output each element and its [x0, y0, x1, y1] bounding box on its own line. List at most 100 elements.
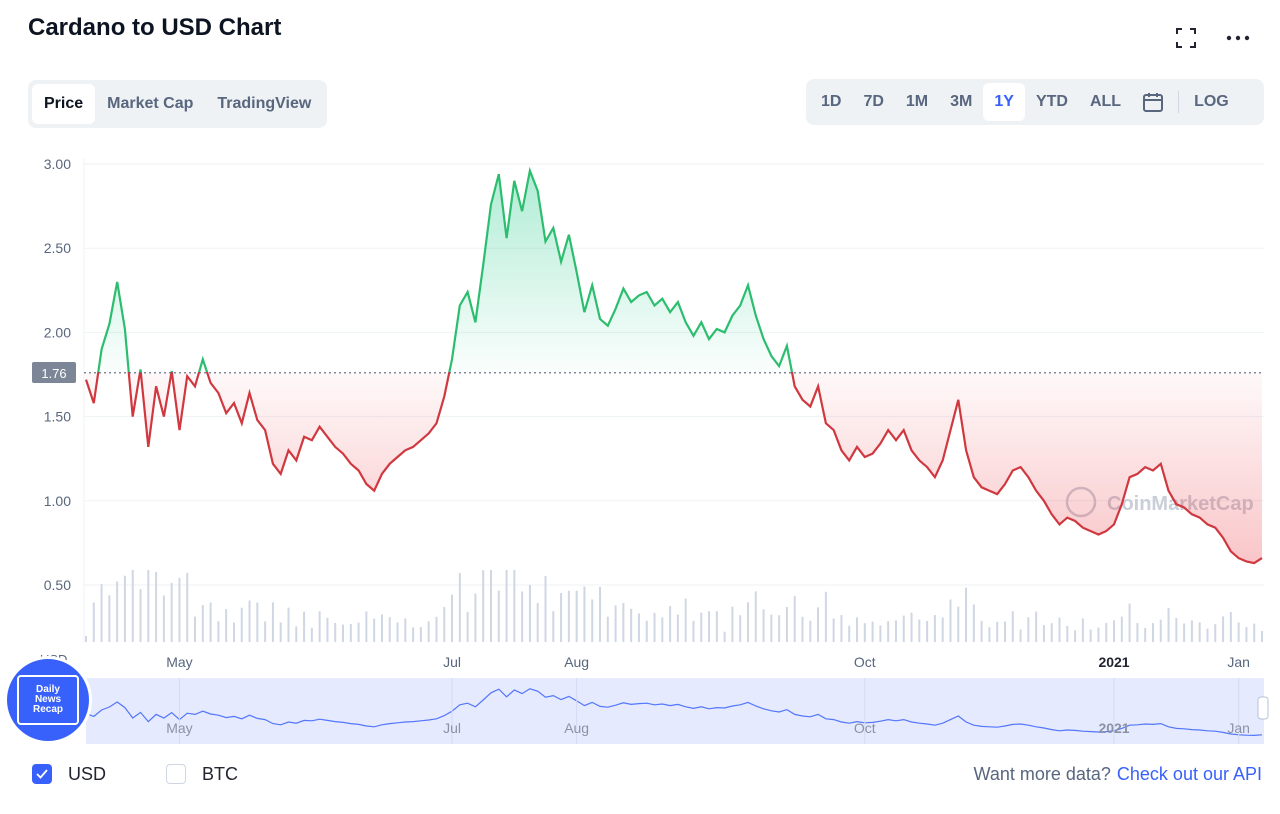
volume-bar [349, 623, 352, 642]
volume-bar [560, 593, 563, 642]
price-line-below [84, 372, 1263, 565]
y-tick-label: 2.50 [44, 240, 71, 256]
btc-label: BTC [202, 763, 239, 784]
volume-bar [318, 611, 321, 642]
daily-news-recap-badge: Daily News Recap [4, 656, 92, 744]
volume-bar [435, 616, 438, 642]
volume-bar [778, 615, 781, 642]
range-1d[interactable]: 1D [821, 93, 842, 110]
btc-checkbox[interactable] [166, 764, 187, 784]
x-tick-label: 2021 [1098, 654, 1129, 670]
volume-bar [591, 599, 594, 642]
volume-bar [770, 614, 773, 642]
volume-bar [1081, 618, 1084, 642]
volume-bars [85, 570, 1263, 642]
range-1y[interactable]: 1Y [983, 83, 1025, 121]
volume-bar [957, 606, 960, 642]
navigator-handle[interactable] [1257, 696, 1269, 720]
volume-bar [497, 590, 500, 642]
volume-bar [933, 615, 936, 642]
volume-bar [1206, 628, 1209, 642]
log-scale-toggle[interactable]: LOG [1194, 93, 1229, 110]
api-link[interactable]: Check out our API [1116, 763, 1262, 784]
volume-bar [661, 617, 664, 642]
volume-bar [388, 617, 391, 642]
volume-bar [910, 612, 913, 642]
navigator-background [86, 678, 1264, 744]
currency-toggles: USD BTC [32, 760, 238, 788]
volume-bar [1167, 608, 1170, 642]
usd-checkbox[interactable] [32, 764, 52, 784]
volume-bar [295, 626, 298, 642]
volume-bar [489, 570, 492, 642]
x-tick-label: Jul [443, 654, 461, 670]
volume-bar [785, 607, 788, 642]
volume-bar [902, 615, 905, 642]
volume-bar [404, 618, 407, 642]
expand-icon[interactable] [1172, 24, 1200, 52]
volume-bar [918, 619, 921, 642]
volume-bar [996, 621, 999, 642]
navigator-tick-label: Jan [1227, 720, 1250, 736]
usd-label: USD [68, 763, 107, 784]
volume-bar [871, 621, 874, 642]
volume-bar [746, 602, 749, 642]
range-3m[interactable]: 3M [950, 93, 973, 110]
api-promo: Want more data? Check out our API [974, 760, 1263, 788]
volume-bar [988, 627, 991, 642]
volume-bar [637, 613, 640, 642]
volume-bar [715, 611, 718, 642]
volume-bar [505, 570, 508, 642]
volume-bar [155, 571, 158, 642]
volume-bar [894, 620, 897, 642]
volume-bar [1183, 623, 1186, 642]
range-all[interactable]: ALL [1089, 93, 1122, 110]
volume-bar [100, 584, 103, 642]
volume-bar [225, 609, 228, 642]
volume-bar [1058, 617, 1061, 642]
navigator-tick-label: Oct [854, 720, 876, 736]
volume-bar [1253, 623, 1256, 642]
volume-bar [1222, 616, 1225, 642]
price-chart[interactable]: 0.501.001.502.002.503.00 CoinMarketCap 1… [0, 140, 1280, 750]
volume-bar [186, 572, 189, 642]
volume-bar [287, 607, 290, 642]
volume-bar [723, 631, 726, 642]
navigator[interactable]: MayJulAugOct2021JanMar1 [85, 678, 1280, 744]
volume-bar [303, 611, 306, 642]
navigator-tick-label: Aug [564, 720, 589, 736]
volume-bar [1003, 621, 1006, 642]
volume-bar [201, 605, 204, 642]
volume-bar [1198, 622, 1201, 642]
volume-bar [264, 621, 267, 642]
volume-bar [1066, 625, 1069, 642]
volume-bar [684, 598, 687, 642]
volume-bar [1214, 624, 1217, 642]
range-1m[interactable]: 1M [905, 93, 929, 110]
range-7d[interactable]: 7D [863, 93, 884, 110]
volume-bar [248, 600, 251, 642]
more-dots-icon[interactable] [1224, 24, 1252, 52]
volume-bar [980, 620, 983, 642]
volume-bar [739, 615, 742, 642]
volume-bar [708, 611, 711, 642]
tab-price[interactable]: Price [32, 84, 96, 124]
calendar-icon[interactable] [1132, 83, 1174, 121]
range-ytd[interactable]: YTD [1035, 93, 1068, 110]
volume-bar [513, 570, 516, 642]
volume-bar [1151, 623, 1154, 642]
volume-bar [1237, 622, 1240, 642]
volume-bar [972, 604, 975, 642]
volume-bar [451, 594, 454, 642]
tab-tradingview[interactable]: TradingView [217, 95, 312, 112]
volume-bar [762, 609, 765, 642]
y-tick-label: 0.50 [44, 577, 71, 593]
volume-bar [326, 617, 329, 642]
volume-bar [92, 602, 95, 642]
volume-bar [583, 586, 586, 642]
tab-market-cap[interactable]: Market Cap [107, 95, 194, 112]
newspaper-icon: Daily News Recap [17, 675, 79, 725]
volume-bar [334, 622, 337, 642]
volume-bar [310, 627, 313, 642]
volume-bar [926, 620, 929, 642]
